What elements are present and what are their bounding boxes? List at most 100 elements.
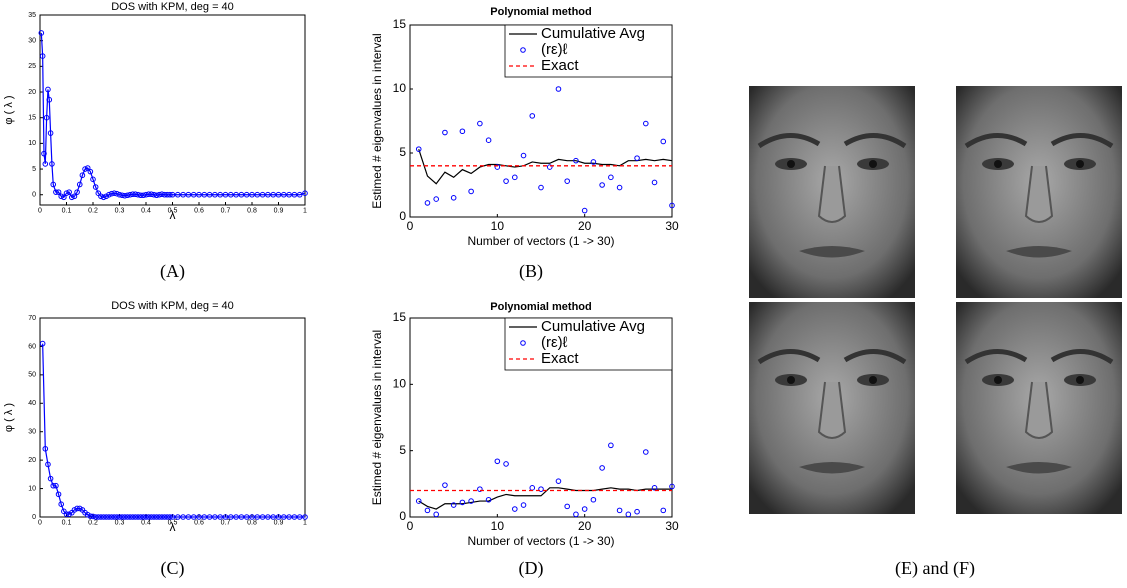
- x-tick-label: 10: [491, 519, 505, 533]
- x-tick-label: 0.2: [88, 519, 98, 526]
- marker: [135, 514, 141, 520]
- marker: [153, 514, 160, 520]
- marker: [161, 191, 168, 198]
- y-tick-label: 20: [28, 89, 36, 96]
- plot-frame: [39, 14, 306, 206]
- marker: [485, 496, 492, 503]
- marker: [167, 191, 173, 198]
- marker: [265, 191, 271, 198]
- marker: [212, 514, 218, 520]
- marker: [201, 514, 208, 520]
- y-tick-label: 0: [32, 514, 36, 521]
- x-tick-label: 0.6: [194, 207, 204, 214]
- marker: [66, 189, 72, 195]
- marker: [243, 514, 250, 520]
- marker: [140, 192, 147, 199]
- marker: [50, 181, 57, 188]
- marker: [281, 514, 287, 520]
- marker: [190, 191, 197, 198]
- marker: [190, 514, 197, 520]
- marker: [137, 192, 144, 199]
- marker: [164, 191, 170, 198]
- x-axis-label: λ: [170, 208, 176, 222]
- marker: [124, 514, 131, 520]
- legend-label: (rε)ℓ: [541, 41, 568, 58]
- marker: [555, 478, 562, 484]
- marker: [53, 189, 59, 195]
- marker: [156, 191, 163, 198]
- marker: [206, 191, 213, 198]
- marker: [238, 514, 245, 520]
- marker: [485, 137, 492, 143]
- marker: [53, 482, 59, 489]
- x-tick-label: 0: [38, 519, 42, 526]
- y-axis-label: Estimed # eigenvalues in interval: [370, 330, 384, 505]
- marker: [590, 496, 597, 503]
- marker: [573, 157, 579, 164]
- y-tick-label: 0: [32, 192, 36, 199]
- y-axis-label: φ ( λ ): [3, 95, 15, 124]
- marker: [573, 511, 579, 518]
- marker: [159, 514, 165, 520]
- marker: [238, 191, 245, 198]
- legend-label: Cumulative Avg: [541, 318, 645, 335]
- chart-title: DOS with KPM, deg = 40: [111, 1, 234, 13]
- marker: [143, 191, 149, 198]
- marker: [116, 191, 123, 198]
- y-tick-label: 40: [28, 400, 36, 407]
- marker: [433, 196, 440, 202]
- caption: (B): [519, 261, 543, 282]
- y-tick-label: 10: [28, 140, 36, 147]
- marker: [87, 168, 94, 175]
- marker: [270, 191, 277, 198]
- marker: [151, 514, 157, 520]
- marker: [643, 120, 649, 127]
- y-tick-label: 0: [399, 509, 406, 523]
- marker: [169, 191, 176, 198]
- x-tick-label: 0.7: [221, 207, 231, 214]
- x-tick-label: 30: [665, 219, 679, 233]
- y-tick-label: 30: [28, 38, 36, 45]
- marker: [45, 461, 51, 468]
- plot-frame: [39, 317, 306, 518]
- caption: (C): [161, 558, 185, 579]
- marker: [296, 191, 303, 198]
- marker: [111, 190, 117, 196]
- marker: [63, 190, 70, 196]
- marker: [47, 475, 54, 482]
- face-image: [956, 86, 1122, 298]
- marker: [175, 514, 181, 520]
- marker: [55, 189, 62, 195]
- marker: [145, 191, 152, 198]
- x-tick-label: 0.3: [115, 519, 125, 526]
- marker: [98, 514, 104, 520]
- marker: [529, 485, 536, 491]
- x-tick-label: 0: [38, 207, 42, 214]
- marker: [100, 514, 107, 520]
- marker: [442, 482, 448, 488]
- x-tick-label: 1: [303, 519, 307, 526]
- marker: [76, 181, 83, 188]
- x-tick-label: 0.2: [88, 207, 98, 214]
- marker: [143, 514, 149, 520]
- marker: [259, 514, 266, 520]
- x-tick-label: 0.5: [168, 519, 178, 526]
- marker: [459, 128, 466, 135]
- y-tick-label: 10: [393, 81, 407, 95]
- marker: [169, 514, 176, 520]
- marker: [228, 191, 234, 198]
- marker: [42, 161, 49, 167]
- marker: [63, 511, 70, 517]
- marker: [111, 514, 117, 520]
- marker: [180, 191, 186, 198]
- marker: [270, 514, 277, 520]
- marker: [148, 514, 155, 520]
- legend-label: Exact: [541, 350, 579, 367]
- marker: [129, 514, 136, 520]
- marker: [137, 514, 144, 520]
- marker: [608, 174, 614, 181]
- marker: [55, 491, 62, 498]
- marker: [538, 184, 544, 191]
- marker: [217, 191, 223, 198]
